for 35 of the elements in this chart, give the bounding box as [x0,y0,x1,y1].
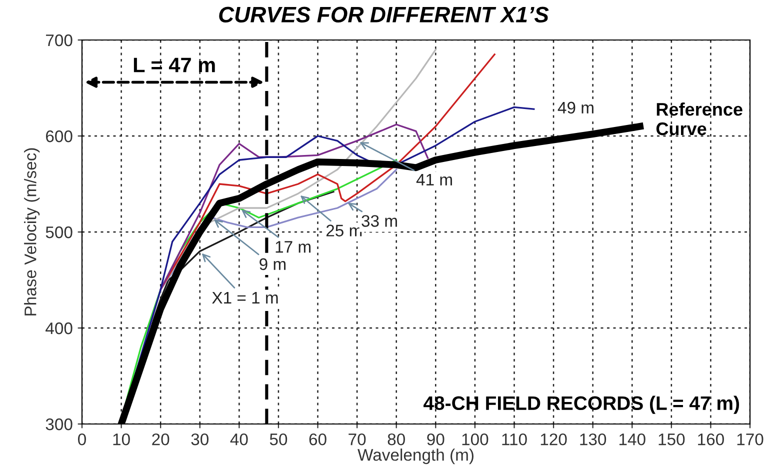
annotation: X1 = 1 m [212,292,278,304]
x-tick-label: 80 [388,433,405,446]
y-tick-label: 500 [46,226,72,238]
x-tick-label: 10 [113,433,130,446]
y-tick-label: 600 [46,130,72,142]
x-tick-label: 60 [309,433,326,446]
y-tick-label: 700 [46,34,72,46]
x-axis-title: Wavelength (m) [358,448,474,464]
x-tick-label: 90 [427,433,444,446]
annotation: 49 m [558,102,594,114]
x-tick-label: 170 [737,433,764,446]
x-tick-label: 150 [658,433,685,446]
annotation: 17 m [276,241,310,253]
x-tick-label: 120 [540,433,567,446]
x-tick-label: 130 [580,433,606,446]
annotation: Reference Curve [656,102,742,136]
annotation: 48-CH FIELD RECORDS (L = 47 m) [424,396,740,414]
y-tick-label: 300 [46,418,72,430]
ref-line-label: L = 47 m [134,58,215,72]
x-tick-label: 20 [152,433,170,446]
x-tick-label: 40 [230,433,248,446]
x-tick-label: 110 [502,433,527,446]
x-tick-label: 70 [348,433,366,446]
x-tick-label: 100 [462,433,488,446]
y-axis-title: Phase Velocity (m/sec) [24,148,40,316]
y-tick-label: 400 [46,322,72,334]
x-tick-label: 30 [191,433,208,446]
x-tick-label: 0 [78,433,86,446]
x-tick-label: 50 [270,433,288,446]
x-tick-label: 160 [698,433,724,446]
annotation: 9 m [260,258,286,270]
x-tick-label: 140 [619,433,646,446]
chart-title: CURVES FOR DIFFERENT X1’S [219,6,549,23]
annotation: 33 m [362,215,397,227]
annotation: 41 m [416,174,452,186]
